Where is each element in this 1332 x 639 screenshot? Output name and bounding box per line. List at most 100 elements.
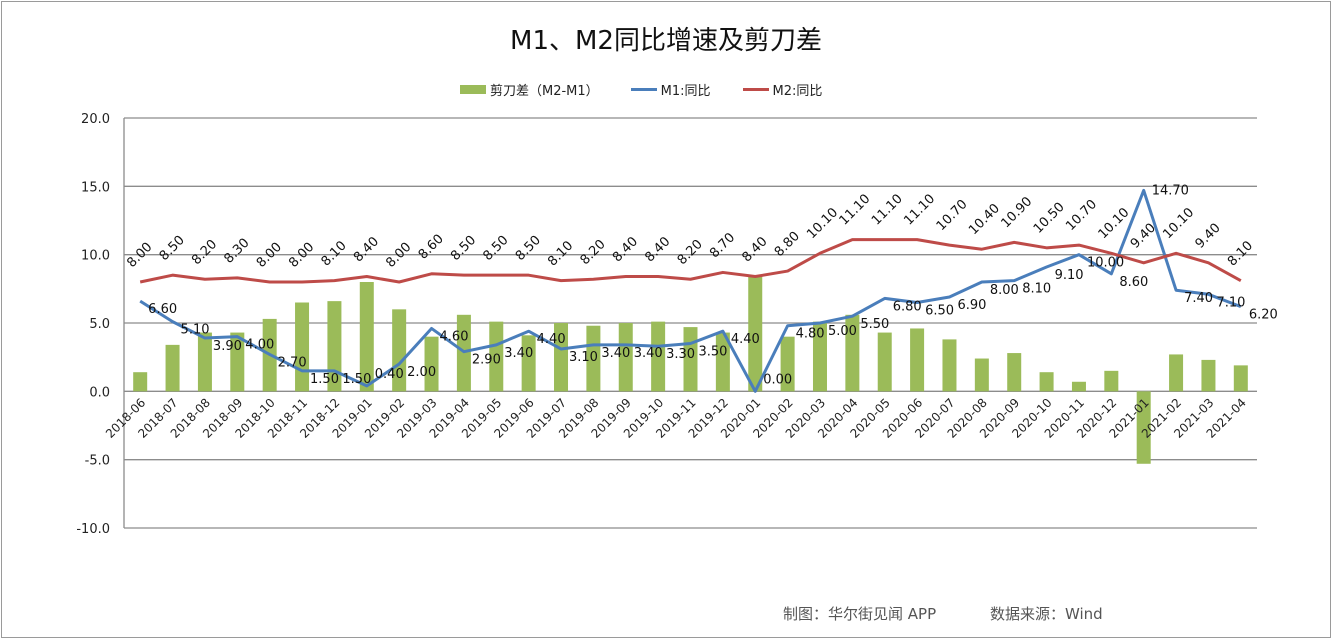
data-label-m2: 10.10 (1160, 205, 1197, 242)
y-tick-label: -10.0 (76, 522, 110, 537)
bar-gap-2019-01 (359, 282, 374, 392)
data-label-m1: 8.10 (1022, 282, 1051, 297)
data-label-m1: 3.40 (601, 346, 630, 361)
line-m2 (139, 238, 1242, 284)
data-label-m1: 8.00 (990, 283, 1019, 298)
data-label-m1: 0.40 (375, 367, 404, 382)
legend-swatch (630, 88, 657, 91)
data-label-m1: 3.10 (569, 350, 598, 365)
data-label-m2: 10.40 (966, 201, 1003, 238)
bar-gap-2019-06 (521, 335, 536, 392)
bar-gap-2019-03 (424, 336, 439, 392)
data-label-m1: 5.10 (181, 323, 210, 338)
data-label-m1: 6.50 (925, 304, 954, 319)
data-label-m1: 4.40 (537, 332, 566, 347)
bar-gap-2020-05 (877, 332, 892, 392)
legend-item-m2: M2:同比 (742, 80, 823, 99)
data-label-m1: 6.20 (1249, 308, 1278, 323)
bar-gap-2020-12 (1104, 370, 1119, 392)
data-label-m2: 11.10 (869, 192, 906, 229)
data-label-m2: 8.10 (545, 238, 576, 269)
data-label-m1: 6.60 (148, 302, 177, 317)
bar-gap-2021-01 (1136, 391, 1151, 464)
y-tick-label: 15.0 (81, 180, 110, 195)
data-label-m2: 8.50 (157, 233, 188, 264)
y-tick-label: -5.0 (85, 454, 110, 469)
bar-gap-2019-12 (715, 332, 730, 392)
bar-gap-2020-11 (1071, 381, 1086, 392)
data-label-m1: 4.00 (245, 338, 274, 353)
legend-label: M1:同比 (660, 84, 711, 99)
y-tick-label: 10.0 (81, 249, 110, 264)
data-label-m2: 8.40 (739, 234, 770, 265)
data-label-m2: 8.70 (707, 230, 738, 261)
bar-gap-2020-03 (812, 321, 827, 392)
legend-swatch (742, 88, 769, 91)
data-label-m1: 3.40 (634, 346, 663, 361)
data-label-m2: 8.50 (513, 233, 544, 264)
data-label-m1: 5.50 (860, 317, 889, 332)
bar-gap-2019-08 (586, 325, 601, 392)
bar-gap-2018-09 (230, 332, 245, 392)
bar-gap-2020-09 (1007, 353, 1022, 392)
data-label-m1: 9.10 (1055, 268, 1084, 283)
data-label-m1: 3.50 (699, 345, 728, 360)
bar-gap-2020-07 (942, 339, 957, 392)
data-label-m2: 8.20 (675, 237, 706, 268)
legend: 剪刀差（M2-M1） M1:同比 M2:同比 (460, 80, 822, 99)
bar-gap-2020-06 (910, 328, 925, 392)
data-label-m1: 3.30 (666, 347, 695, 362)
data-label-m2: 8.10 (319, 238, 350, 269)
data-label-m1: 14.70 (1152, 183, 1189, 198)
bar-gap-2020-04 (845, 314, 860, 392)
data-label-m1: 5.00 (828, 324, 857, 339)
data-label-m2: 8.40 (642, 234, 673, 265)
footer-source: 数据来源：Wind (990, 605, 1103, 623)
data-label-m1: 7.40 (1184, 291, 1213, 306)
data-label-m1: 10.00 (1087, 256, 1124, 271)
legend-item-m1: M1:同比 (630, 80, 711, 99)
bar-gap-2019-05 (489, 321, 504, 392)
data-label-m2: 10.50 (1031, 200, 1068, 237)
data-label-m1: 6.90 (957, 298, 986, 313)
legend-label: M2:同比 (772, 84, 823, 99)
data-label-m2: 10.70 (934, 197, 971, 234)
bar-gap-2019-02 (392, 309, 407, 392)
data-label-m1: 0.00 (763, 372, 792, 387)
bar-gap-2020-10 (1039, 372, 1054, 392)
data-label-m2: 11.10 (837, 192, 874, 229)
y-tick-label: 20.0 (81, 112, 110, 127)
chart-title: M1、M2同比增速及剪刀差 (510, 26, 822, 56)
data-label-m1: 3.40 (504, 346, 533, 361)
bar-gap-2018-08 (197, 332, 212, 392)
data-label-m1: 4.40 (731, 332, 760, 347)
y-tick-label: 0.0 (89, 385, 110, 400)
data-label-m1: 2.70 (278, 355, 307, 370)
data-label-m1: 3.90 (213, 339, 242, 354)
bar-gap-2020-08 (974, 358, 989, 392)
bar-gap-2021-02 (1169, 354, 1184, 392)
legend-item-gap: 剪刀差（M2-M1） (460, 80, 599, 99)
data-label-m1: 6.80 (893, 299, 922, 314)
bar-gap-2020-02 (780, 336, 795, 392)
bar-gap-2019-09 (618, 323, 633, 392)
data-label-m2: 8.40 (351, 234, 382, 265)
data-label-m2: 8.20 (578, 237, 609, 268)
data-label-m1: 4.80 (796, 327, 825, 342)
bar-gap-2018-11 (295, 302, 310, 392)
footer-made-by: 制图：华尔街见闻 APP (783, 605, 937, 623)
line-m1 (139, 188, 1242, 393)
data-label-m2: 8.60 (416, 232, 447, 263)
data-label-m1: 2.00 (407, 365, 436, 380)
data-label-m2: 10.70 (1063, 197, 1100, 234)
bar-gap-2018-12 (327, 301, 342, 392)
legend-swatch (460, 85, 486, 94)
bar-gap-2018-07 (165, 344, 180, 392)
data-label-m1: 8.60 (1119, 275, 1148, 290)
data-label-m2: 9.40 (1193, 221, 1224, 252)
data-label-m2: 8.50 (480, 233, 511, 264)
data-label-m2: 10.10 (804, 205, 841, 242)
data-label-m1: 1.50 (342, 372, 371, 387)
